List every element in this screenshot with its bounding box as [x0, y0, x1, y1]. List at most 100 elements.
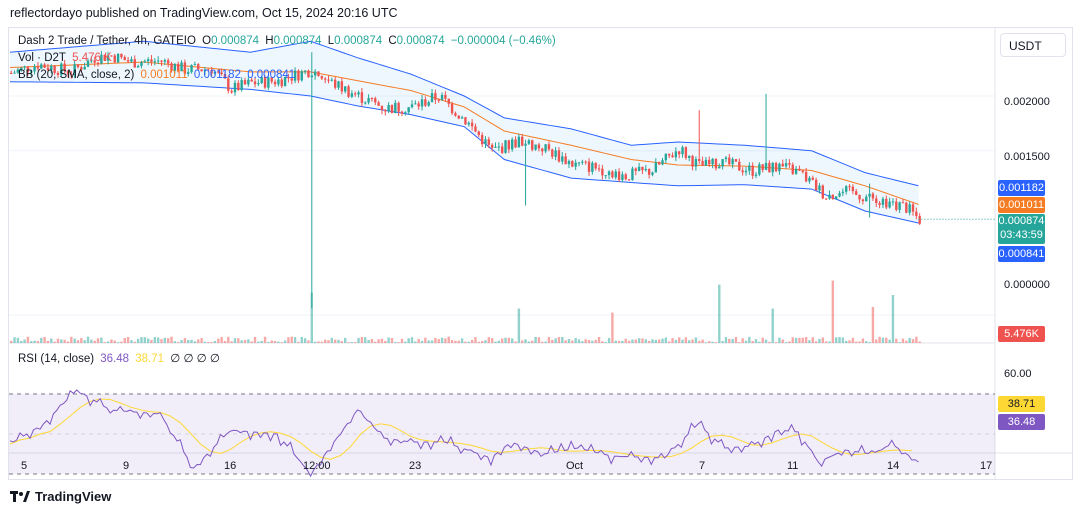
volume-bar [297, 341, 300, 343]
candle-body [748, 165, 751, 171]
volume-bar [851, 337, 855, 343]
candle-body [156, 60, 160, 62]
candle-body [66, 71, 70, 75]
candle-body [103, 54, 106, 61]
volume-bar [881, 337, 885, 343]
volume-bar [714, 342, 718, 343]
candle-body [611, 171, 614, 178]
candle-body [70, 74, 73, 76]
volume-bar [153, 337, 157, 343]
volume-bar [227, 336, 230, 343]
candle-body [855, 191, 858, 195]
candle-body [330, 79, 334, 81]
candle-body [804, 171, 808, 182]
volume-bar [317, 341, 320, 343]
volume-bar [73, 338, 76, 343]
candle-body [905, 202, 908, 213]
volume-bar [905, 340, 908, 343]
candle-body [901, 202, 905, 204]
candle-body [718, 166, 721, 169]
candle-body [410, 104, 414, 108]
candle-body [851, 186, 855, 192]
volume-bar [885, 337, 888, 343]
candle-body [470, 122, 474, 127]
volume-bar [571, 340, 574, 343]
candle-body [604, 175, 607, 177]
footer-brand[interactable]: TradingView [10, 489, 111, 504]
time-tick-label: 17 [980, 460, 993, 472]
candle-body [517, 136, 521, 148]
candle-body [691, 155, 694, 167]
volume-bar [678, 337, 681, 343]
candle-body [434, 93, 437, 100]
candle-body [527, 140, 531, 144]
volume-bar [664, 337, 668, 343]
candle-body [377, 102, 380, 106]
candle-body [617, 171, 621, 180]
volume-bar [354, 342, 357, 343]
volume-bar [661, 338, 664, 343]
candle-body [818, 185, 821, 191]
currency-selector[interactable]: USDT [1000, 33, 1066, 57]
volume-bar [724, 337, 728, 343]
volume-bar [220, 336, 223, 343]
volume-bar [96, 338, 100, 343]
volume-bar [100, 337, 103, 343]
volume-bar [637, 338, 641, 343]
volume-bar [434, 337, 437, 343]
volume-bar [527, 341, 531, 343]
candle-body [160, 60, 163, 62]
volume-bar [691, 339, 694, 343]
volume-bar [427, 340, 430, 343]
candle-body [347, 86, 350, 97]
volume-bar [818, 338, 821, 343]
candle-body [881, 198, 885, 205]
volume-bar [243, 340, 247, 343]
candle-body [791, 164, 794, 174]
volume-bar [774, 342, 778, 343]
volume-bar [537, 337, 541, 343]
candle-body [390, 104, 394, 114]
candle-body [554, 150, 557, 157]
volume-bar [918, 341, 921, 343]
volume-bar [86, 336, 90, 343]
volume-bar [484, 340, 487, 343]
candle-body [293, 70, 297, 81]
legend-rsi-label: RSI (14, close) [18, 353, 95, 365]
candle-body [678, 151, 681, 155]
volume-bar [26, 336, 30, 343]
candle-body [400, 111, 404, 114]
candle-body [210, 70, 213, 74]
candle-body [220, 72, 223, 74]
candle-body [621, 174, 624, 180]
volume-bar [838, 336, 841, 343]
volume-bar [494, 341, 497, 343]
volume-bar [210, 342, 213, 343]
volume-bar [848, 340, 851, 343]
volume-bar [821, 337, 825, 343]
candle-body [885, 198, 888, 208]
candle-body [454, 113, 457, 116]
footer-brand-label: TradingView [35, 489, 112, 504]
candle-body [300, 71, 303, 81]
candle-body [497, 146, 501, 148]
candle-body [10, 73, 13, 75]
volume-bar [40, 337, 43, 343]
candle-body [280, 79, 283, 87]
volume-bar [150, 339, 153, 343]
volume-bar [587, 339, 591, 343]
volume-bar [10, 340, 13, 343]
volume-bar [193, 341, 197, 343]
candle-body [283, 76, 287, 87]
candle-body [734, 159, 738, 162]
candle-body [217, 71, 220, 73]
volume-bar [577, 339, 581, 343]
volume-bar [898, 342, 901, 343]
volume-bar [133, 341, 136, 343]
candle-body [487, 139, 491, 145]
rsi-line [9, 389, 919, 478]
volume-bar [180, 340, 183, 343]
volume-bar [741, 338, 744, 343]
rsi-band [9, 394, 995, 474]
